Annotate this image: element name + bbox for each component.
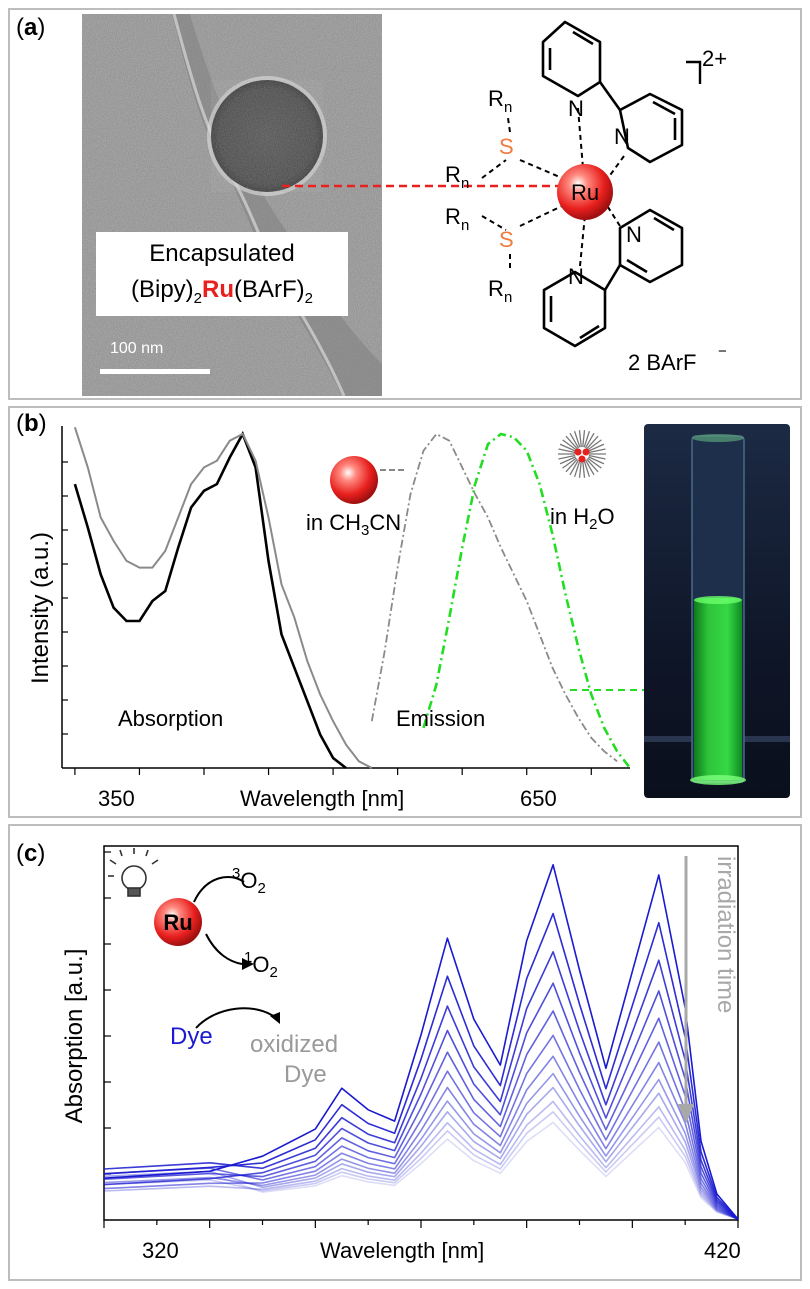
panel-a-label: (a): [16, 14, 46, 41]
svg-text:R: R: [488, 276, 504, 301]
panel-c-label: (c): [16, 840, 46, 867]
svg-text:R: R: [488, 86, 504, 111]
b-tick-650: 650: [520, 786, 557, 811]
spectra-chart-b: Intensity (a.u.) 350 650 Wavelength [nm]…: [27, 424, 790, 811]
scalebar-label: 100 nm: [110, 340, 164, 357]
complex-charge: 2+: [702, 46, 727, 71]
c-series-9: [103, 1100, 739, 1220]
svg-text:n: n: [461, 175, 469, 192]
panel-a: (a) 100 nm Encapsulated (Bipy)2Ru(B: [8, 8, 802, 400]
panel-b-label: (b): [16, 410, 47, 437]
b-y-label: Intensity (a.u.): [27, 532, 54, 684]
svg-text:N: N: [568, 264, 584, 289]
ru-complex-structure: Ru N N N N S S R R R R n n n n 2+ 2 BArF…: [282, 20, 727, 375]
b-series-emission-2: [370, 432, 618, 763]
svg-text:−: −: [718, 343, 727, 360]
b-tick-350: 350: [98, 786, 135, 811]
emission-label: Emission: [396, 706, 485, 731]
ru-catalyst-ball: [154, 898, 202, 946]
absorption-label: Absorption: [118, 706, 223, 731]
svg-text:N: N: [614, 124, 630, 149]
c-series-8: [103, 1086, 739, 1220]
b-series-emission-3: [422, 432, 632, 769]
tem-caption: Encapsulated (Bipy)2Ru(BArF)2: [96, 232, 348, 316]
c-series-10: [103, 1111, 739, 1220]
svg-text:Ru: Ru: [571, 180, 599, 205]
legend-ch3cn: in CH3CN: [306, 510, 401, 539]
svg-text:N: N: [626, 222, 642, 247]
oxidized-dye-line2: Dye: [284, 1061, 327, 1088]
irradiation-label: irradiation time: [712, 856, 739, 1013]
c-x-label: Wavelength [nm]: [320, 1238, 484, 1263]
svg-text:n: n: [504, 99, 512, 116]
ch3cn-legend-ball: [330, 456, 378, 504]
c-tick-420: 420: [704, 1238, 741, 1263]
c-series-0: [103, 864, 739, 1220]
triplet-oxygen: 3O2: [232, 865, 266, 897]
c-series-1: [103, 912, 739, 1220]
svg-text:n: n: [461, 217, 469, 234]
caption-line-1: Encapsulated: [149, 240, 295, 267]
c-y-label: Absorption [a.u.]: [61, 949, 88, 1124]
legend-h2o: in H2O: [550, 504, 615, 533]
singlet-oxygen: 1O2: [244, 949, 278, 981]
panel-b: (b) Intensity (a.u.) 350 650 Wavelength …: [8, 406, 802, 818]
micelle-icon: [558, 430, 606, 478]
panel-c: (c) Absorption [a.u.] 320 420 Wavelength…: [8, 824, 802, 1281]
svg-text:R: R: [445, 204, 461, 229]
counterion-label: 2 BArF: [628, 350, 696, 375]
c-series-2: [103, 951, 739, 1220]
spectra-chart-c: Absorption [a.u.] 320 420 Wavelength [nm…: [61, 845, 741, 1263]
svg-text:S: S: [499, 134, 514, 159]
svg-text:N: N: [568, 96, 584, 121]
c-series-4: [103, 1010, 739, 1220]
svg-text:Ru: Ru: [163, 910, 192, 935]
svg-text:n: n: [504, 289, 512, 306]
caption-line-2: (Bipy)2Ru(BArF)2: [130, 276, 313, 307]
c-tick-320: 320: [142, 1238, 179, 1263]
oxidized-dye-line1: oxidized: [250, 1031, 338, 1058]
svg-text:S: S: [499, 227, 514, 252]
b-x-label: Wavelength [nm]: [240, 786, 404, 811]
b-series-absorption-1: [73, 426, 373, 769]
c-series-6: [103, 1055, 739, 1220]
c-series-7: [103, 1072, 739, 1220]
c-series-11: [103, 1121, 739, 1220]
b-series-absorption-0: [73, 430, 347, 770]
c-series-5: [103, 1034, 739, 1220]
c-series-3: [103, 982, 739, 1220]
ru-sphere: [557, 164, 613, 220]
lightbulb-icon: [108, 848, 159, 897]
svg-text:R: R: [445, 162, 461, 187]
dye-label: Dye: [170, 1023, 213, 1050]
